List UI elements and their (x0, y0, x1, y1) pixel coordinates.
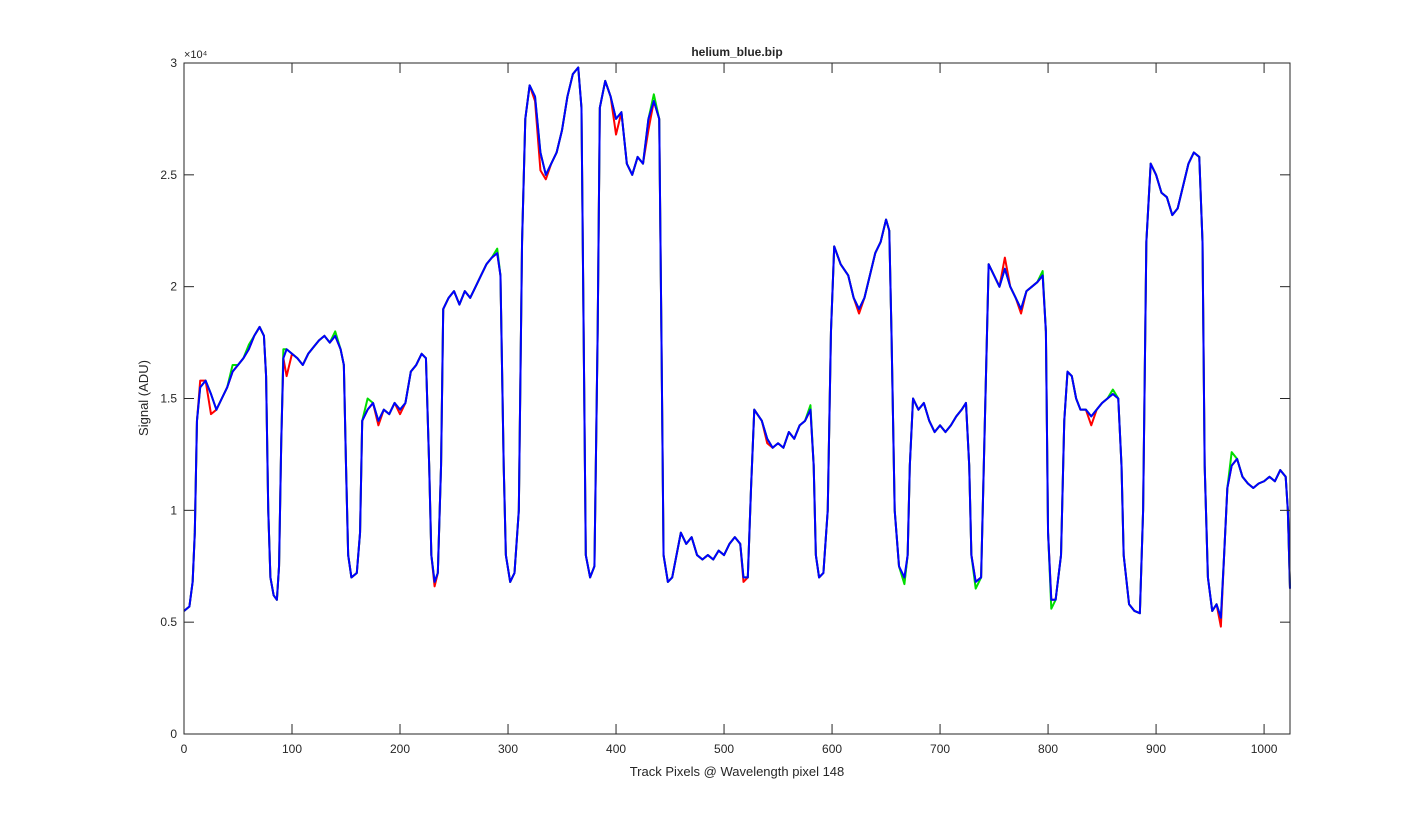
y-tick-label: 2 (170, 280, 177, 294)
y-axis-label: Signal (ADU) (136, 360, 151, 436)
x-tick-label: 0 (181, 742, 188, 756)
x-tick-label: 300 (498, 742, 518, 756)
x-tick-label: 700 (930, 742, 950, 756)
x-tick-label: 200 (390, 742, 410, 756)
plot-area (183, 66, 1291, 628)
y-tick-label: 3 (170, 56, 177, 70)
y-tick-label: 1 (170, 503, 177, 517)
x-tick-label: 600 (822, 742, 842, 756)
y-tick-label: 0 (170, 727, 177, 741)
series-line (183, 66, 1291, 619)
x-tick-label: 800 (1038, 742, 1058, 756)
chart-title: helium_blue.bip (691, 45, 782, 59)
x-tick-label: 100 (282, 742, 302, 756)
x-axis-label: Track Pixels @ Wavelength pixel 148 (630, 764, 845, 779)
x-tick-label: 1000 (1251, 742, 1278, 756)
y-tick-label: 1.5 (160, 392, 177, 406)
x-tick-label: 400 (606, 742, 626, 756)
y-tick-label: 0.5 (160, 615, 177, 629)
y-tick-label: 2.5 (160, 168, 177, 182)
x-tick-label: 900 (1146, 742, 1166, 756)
x-tick-label: 500 (714, 742, 734, 756)
y-exponent: ×10⁴ (184, 49, 208, 61)
